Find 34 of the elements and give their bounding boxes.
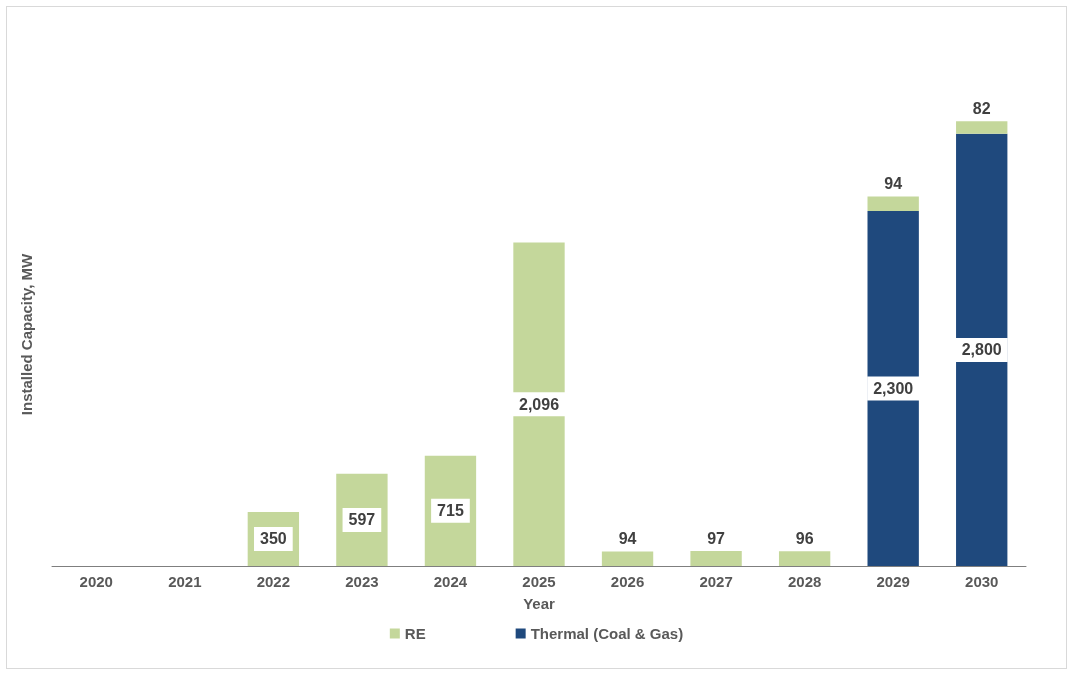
bar — [867, 196, 919, 212]
x-tick-label: 2022 — [256, 573, 291, 590]
bar — [513, 242, 565, 566]
x-tick-label: 2020 — [79, 573, 113, 590]
data-label: 597 — [348, 511, 376, 529]
x-tick-label: 2021 — [168, 573, 202, 590]
x-tick-label: 2026 — [610, 573, 645, 590]
x-tick-label: 2024 — [433, 573, 468, 590]
bar — [956, 133, 1008, 566]
data-label: 2,300 — [873, 380, 914, 398]
x-axis-title: Year — [523, 595, 556, 612]
x-tick-label: 2023 — [345, 573, 379, 590]
x-tick-label: 2025 — [522, 573, 556, 590]
data-label: 2,800 — [961, 341, 1002, 359]
x-tick-label: 2029 — [876, 573, 910, 590]
x-tick-label: 2027 — [699, 573, 733, 590]
legend-label: RE — [404, 625, 426, 642]
data-label: 715 — [437, 502, 464, 520]
data-label: 96 — [795, 529, 814, 547]
data-label: 350 — [260, 530, 287, 548]
legend-label: Thermal (Coal & Gas) — [530, 625, 684, 642]
bar — [956, 121, 1008, 134]
bar — [601, 551, 654, 566]
data-label: 94 — [884, 175, 903, 193]
bar — [867, 211, 919, 566]
data-label: 82 — [972, 99, 991, 117]
bar — [690, 551, 742, 566]
data-label: 97 — [707, 529, 726, 547]
bar — [778, 551, 831, 566]
data-label: 94 — [618, 529, 637, 547]
y-axis-title: Installed Capacity, MW — [18, 252, 35, 416]
x-tick-label: 2028 — [787, 573, 822, 590]
x-tick-label: 2030 — [965, 573, 999, 590]
data-label: 2,096 — [518, 395, 560, 413]
